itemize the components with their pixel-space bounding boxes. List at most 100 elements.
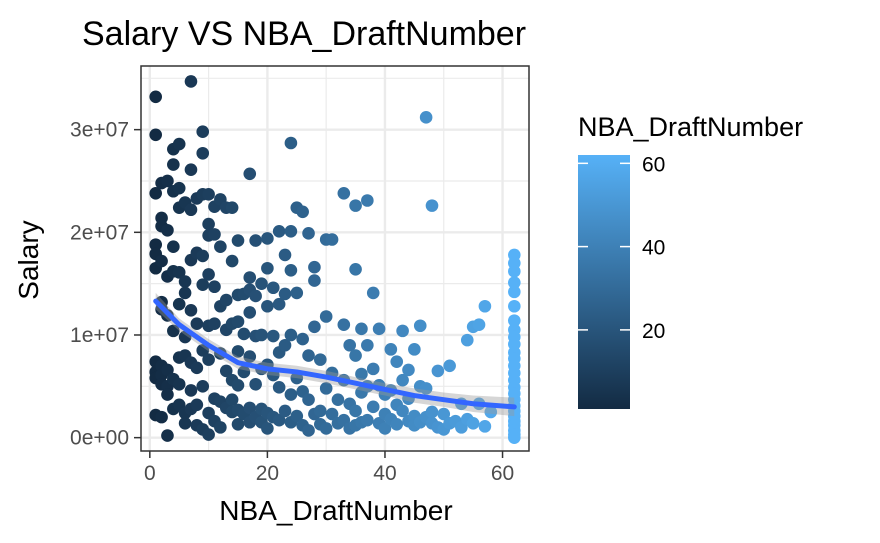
data-point: [149, 90, 162, 104]
data-point: [443, 359, 456, 373]
data-point: [396, 324, 409, 338]
data-point: [478, 299, 492, 313]
data-point: [366, 286, 380, 300]
data-point: [331, 393, 345, 406]
data-point: [161, 429, 174, 442]
data-point: [178, 286, 192, 300]
data-point: [278, 248, 292, 262]
data-point: [349, 262, 362, 276]
data-point: [508, 299, 521, 313]
data-point: [149, 187, 162, 200]
data-point: [196, 146, 210, 160]
data-point: [190, 317, 204, 330]
data-point: [202, 268, 215, 281]
data-point: [272, 381, 286, 394]
data-point: [319, 310, 333, 323]
data-point: [243, 306, 257, 319]
data-point: [408, 343, 421, 356]
data-point: [255, 328, 268, 342]
legend-tick-label: 20: [642, 320, 665, 343]
data-point: [172, 266, 186, 279]
data-point: [172, 137, 186, 151]
data-point: [508, 314, 521, 327]
data-point: [161, 363, 174, 377]
y-tick-label: 1e+07: [70, 324, 129, 347]
data-point: [172, 297, 186, 311]
data-point: [237, 365, 251, 379]
data-point: [337, 318, 351, 332]
data-points: [149, 75, 521, 444]
plot-border: [140, 65, 530, 452]
data-point: [478, 420, 492, 433]
data-point: [219, 364, 233, 378]
data-point: [384, 343, 398, 356]
data-point: [196, 125, 210, 139]
x-tick-label: 20: [256, 462, 279, 485]
data-point: [231, 234, 245, 247]
data-point: [355, 367, 368, 381]
data-point: [396, 404, 409, 418]
data-point: [225, 201, 239, 214]
data-point: [319, 382, 333, 395]
data-point: [202, 353, 215, 366]
data-point: [508, 431, 521, 444]
data-point: [284, 388, 298, 401]
x-tick-label: 40: [373, 462, 396, 485]
data-point: [302, 349, 315, 362]
data-point: [272, 224, 286, 238]
data-point: [184, 384, 198, 397]
data-point: [425, 199, 439, 212]
data-point: [202, 428, 215, 441]
data-point: [255, 277, 268, 290]
data-point: [278, 404, 292, 418]
data-point: [302, 424, 315, 437]
data-point: [390, 418, 404, 431]
data-point: [325, 233, 339, 246]
data-point: [190, 361, 204, 375]
data-point: [431, 364, 445, 378]
data-point: [202, 188, 215, 201]
data-point: [284, 136, 298, 150]
data-point: [178, 416, 192, 430]
data-point: [249, 289, 262, 303]
x-tick-label: 0: [144, 462, 156, 485]
data-point: [161, 174, 174, 188]
y-tick-label: 0e+00: [70, 427, 129, 450]
data-point: [231, 418, 245, 431]
data-point: [349, 199, 362, 212]
data-point: [184, 203, 198, 217]
data-point: [155, 254, 168, 268]
data-point: [413, 319, 427, 333]
data-point: [190, 398, 204, 412]
data-point: [208, 228, 221, 241]
data-point: [266, 281, 280, 295]
data-point: [402, 363, 415, 377]
data-point: [349, 349, 362, 362]
data-point: [319, 422, 333, 435]
data-point: [308, 274, 321, 287]
data-point: [231, 315, 245, 328]
data-point: [284, 328, 298, 342]
data-point: [196, 344, 210, 357]
data-point: [225, 393, 239, 406]
data-point: [466, 416, 480, 430]
data-point: [308, 320, 321, 334]
data-point: [508, 265, 521, 278]
data-point: [167, 158, 180, 171]
data-point: [167, 240, 180, 253]
data-point: [425, 405, 439, 419]
data-point: [302, 227, 315, 240]
data-point: [184, 304, 198, 317]
data-point: [419, 111, 433, 124]
data-point: [214, 240, 227, 253]
y-axis-title: Salary: [13, 220, 44, 299]
data-point: [484, 405, 498, 419]
data-point: [361, 338, 374, 352]
data-point: [419, 382, 433, 395]
plot-area: [140, 65, 530, 452]
x-axis-title: NBA_DraftNumber: [219, 495, 452, 526]
data-point: [272, 413, 286, 427]
data-point: [314, 353, 327, 366]
data-point: [196, 249, 210, 263]
data-point: [378, 422, 392, 435]
